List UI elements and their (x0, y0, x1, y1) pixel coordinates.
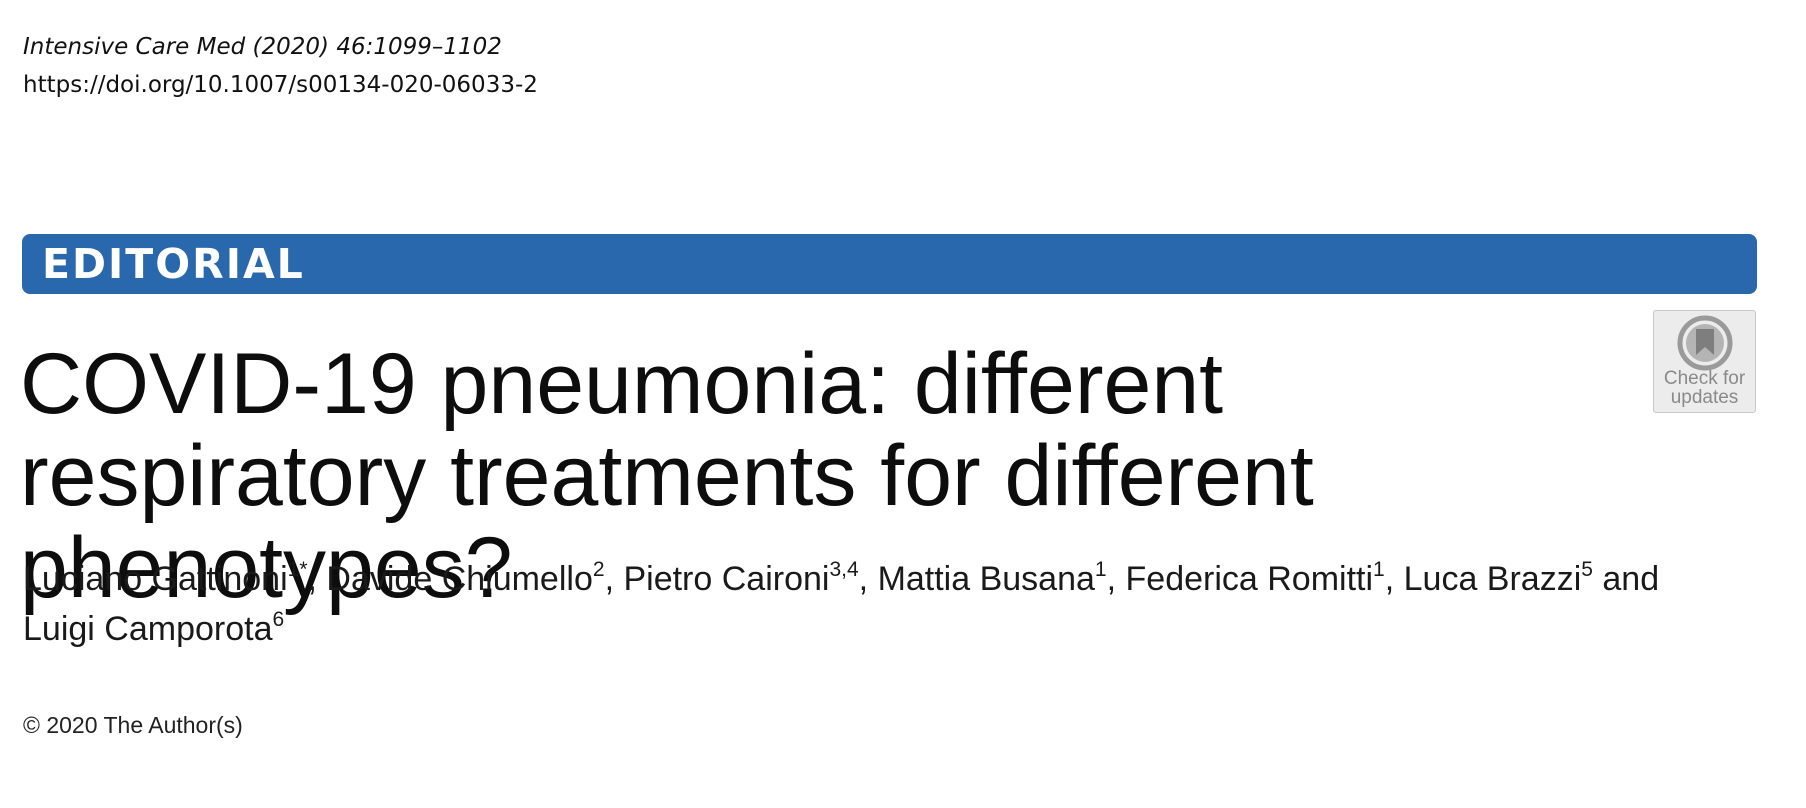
author-name[interactable]: Federica Romitti (1125, 560, 1374, 598)
article-title: COVID-19 pneumonia: different respirator… (20, 336, 1314, 616)
author-affiliation: 5 (1581, 558, 1593, 581)
author-list: Luciano Gattinoni1*, Davide Chiumello2, … (23, 554, 1683, 654)
check-for-updates-button[interactable]: Check for updates (1653, 310, 1756, 413)
author-separator: , (1384, 560, 1404, 598)
author-affiliation: 1* (287, 558, 308, 581)
check-for-updates-label: Check for updates (1654, 369, 1755, 407)
article-type-label: EDITORIAL (42, 240, 305, 288)
copyright-notice: © 2020 The Author(s) (23, 712, 243, 738)
author-separator: , (307, 560, 327, 598)
author-name[interactable]: Luca Brazzi (1403, 560, 1582, 598)
author-separator: , (858, 560, 878, 598)
author-name[interactable]: Mattia Busana (877, 560, 1095, 598)
author-name[interactable]: Pietro Caironi (623, 560, 830, 598)
check-for-updates-line2: updates (1670, 387, 1739, 408)
author-affiliation: 6 (272, 608, 285, 631)
check-for-updates-line1: Check for (1663, 368, 1746, 389)
author-affiliation: 1 (1373, 558, 1385, 581)
author-name[interactable]: Luciano Gattinoni (23, 560, 288, 598)
author-affiliation: 1 (1094, 558, 1107, 581)
author-separator: , (604, 560, 624, 598)
journal-citation: Intensive Care Med (2020) 46:1099–1102 (23, 34, 502, 60)
author-name[interactable]: Davide Chiumello (326, 560, 593, 598)
author-affiliation: 2 (592, 558, 605, 581)
bookmark-icon (1677, 315, 1733, 371)
author-separator: and (1592, 560, 1660, 598)
author-name[interactable]: Luigi Camporota (23, 610, 273, 648)
author-separator: , (1106, 560, 1126, 598)
article-type-banner: EDITORIAL (22, 234, 1757, 294)
doi-link[interactable]: https://doi.org/10.1007/s00134-020-06033… (23, 72, 538, 98)
author-affiliation: 3,4 (829, 558, 859, 581)
